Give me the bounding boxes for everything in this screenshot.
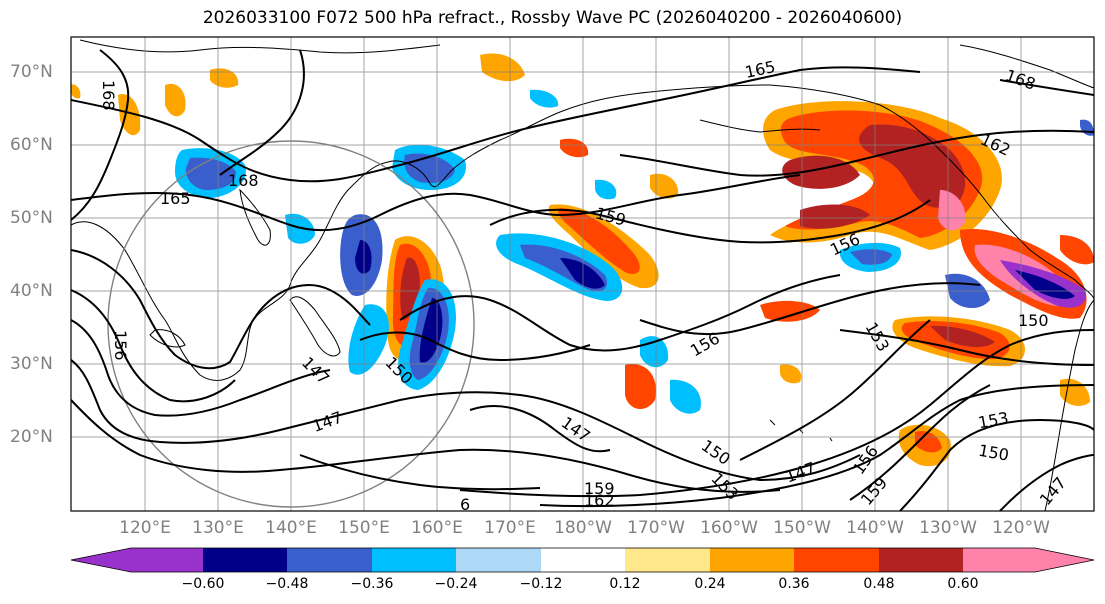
lat-label: 20°N: [10, 427, 53, 447]
lon-label: 120°E: [119, 518, 171, 538]
contour-label: 6: [460, 495, 470, 514]
lon-label: 160°W: [700, 518, 758, 538]
lat-label: 70°N: [10, 62, 53, 82]
lon-label: 130°W: [919, 518, 977, 538]
colorbar: [70, 547, 1095, 573]
colorbar-extend-right: [1035, 548, 1094, 572]
lon-label: 130°E: [192, 518, 244, 538]
map-plot-area: 168 165 168 165 159 156 162 168 156 153 …: [71, 37, 1094, 514]
lon-label: 160°E: [411, 518, 463, 538]
lon-label: 140°W: [846, 518, 904, 538]
contour-label: 150: [1018, 311, 1049, 330]
lon-label: 150°W: [773, 518, 831, 538]
lon-label: 180°W: [554, 518, 612, 538]
colorbar-tick: 0.24: [694, 576, 726, 592]
contour-label: 165: [160, 189, 191, 208]
colorbar-tick: −0.12: [519, 576, 563, 592]
lat-label: 40°N: [10, 281, 53, 301]
shading-layer: [71, 53, 1094, 467]
colorbar-tick: −0.24: [434, 576, 478, 592]
colorbar-tick: −0.36: [350, 576, 394, 592]
lat-label: 30°N: [10, 354, 53, 374]
colorbar-tick: 0.60: [947, 576, 979, 592]
contour-label: 156: [111, 330, 130, 361]
colorbar-tick: 0.12: [609, 576, 641, 592]
colorbar-tick: 0.36: [778, 576, 810, 592]
lon-label: 120°W: [992, 518, 1050, 538]
colorbar-tick: −0.48: [265, 576, 309, 592]
colorbar-extend-left: [71, 548, 131, 572]
map-title: 2026033100 F072 500 hPa refract., Rossby…: [202, 8, 903, 28]
contour-label: 162: [584, 491, 615, 510]
lat-label: 60°N: [10, 135, 53, 155]
lon-label: 170°W: [627, 518, 685, 538]
contour-label: 168: [99, 80, 118, 111]
lat-label: 50°N: [10, 208, 53, 228]
contour-label: 159: [584, 479, 615, 498]
lon-label: 170°E: [484, 518, 536, 538]
lon-label: 150°E: [338, 518, 390, 538]
colorbar-tick: −0.60: [181, 576, 225, 592]
highlight-circle: [107, 140, 475, 508]
contour-label: 168: [228, 171, 259, 190]
map-frame: [70, 36, 1095, 512]
colorbar-tick: 0.48: [863, 576, 895, 592]
lon-label: 140°E: [265, 518, 317, 538]
height-contours: [71, 49, 1094, 511]
